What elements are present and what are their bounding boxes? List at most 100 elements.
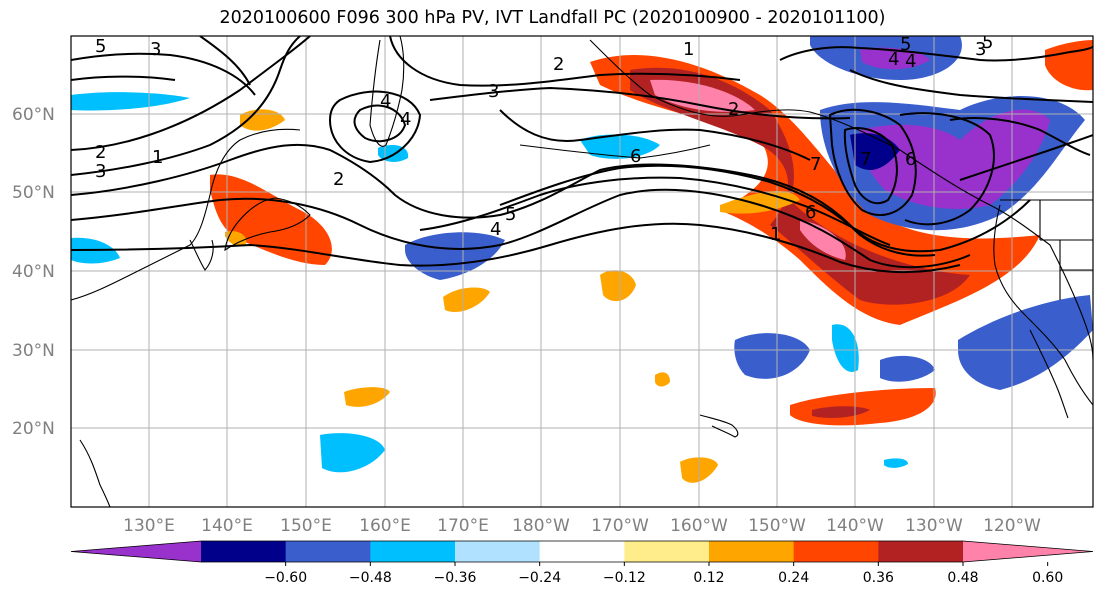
contour-label: 6 (805, 202, 816, 223)
lat-axis: 60°N 50°N 40°N 30°N 20°N (12, 105, 55, 439)
lon-tick: 170°W (591, 516, 649, 536)
contour-label: 4 (380, 91, 391, 112)
contour-label: 1 (152, 147, 163, 168)
contour-label: 2 (333, 169, 344, 190)
shading-cyan-east-central (832, 324, 859, 372)
lat-tick: 60°N (12, 105, 55, 125)
contour-1 (71, 36, 311, 151)
colorbar-tick-label: −0.24 (518, 570, 561, 586)
colorbar-swatch (455, 541, 541, 562)
shading-orange-hawaii-n (655, 372, 670, 387)
colorbar-tick-label: −0.60 (264, 570, 307, 586)
colorbar-outline (70, 540, 1094, 563)
lat-tick: 20°N (12, 419, 55, 439)
shading-positive-ne-corner (1045, 40, 1093, 91)
lon-tick: 130°W (905, 516, 963, 536)
shading-darkblue-bc (850, 133, 900, 170)
colorbar-tick-label: 0.24 (778, 570, 809, 586)
contour-label: 5 (900, 34, 911, 55)
coast-aleutians (519, 144, 711, 159)
lat-tick: 30°N (12, 341, 55, 361)
contour-label: 2 (553, 54, 564, 75)
shading-orange-midpac-3 (344, 387, 390, 407)
colorbar-tick-label: 0.48 (947, 570, 978, 586)
contour-3 (71, 143, 1031, 253)
colorbar-swatch (539, 541, 625, 562)
coast-us-west (993, 204, 1093, 406)
contour-label: 4 (490, 219, 501, 240)
colorbar-tick-label: −0.36 (434, 570, 477, 586)
contour-20 (71, 52, 256, 96)
shading-negative-dateline (405, 232, 505, 280)
coast-hawaii (699, 414, 739, 438)
shading-positive-japan (210, 174, 332, 265)
plot-title: 2020100600 F096 300 hPa PV, IVT Landfall… (219, 8, 886, 28)
contour-11 (429, 86, 851, 120)
contour-label: 3 (95, 161, 106, 182)
contour-18 (949, 117, 1091, 156)
contour-label: 1 (683, 39, 694, 60)
colorbar-extend-low (71, 541, 201, 562)
coast-korea (189, 239, 214, 271)
border-states (1039, 200, 1093, 300)
contour-10 (389, 36, 741, 87)
lon-tick: 120°W (983, 516, 1041, 536)
lon-tick: 180°W (512, 516, 570, 536)
coast-taiwan-ph (79, 439, 111, 507)
contour-label: 3 (975, 39, 986, 60)
lon-tick: 150°E (280, 516, 332, 536)
colorbar: −0.60 −0.48 −0.36 −0.24 −0.12 0.12 0.24 0.36 0.4… (70, 540, 1094, 586)
contour-9 (328, 90, 422, 164)
colorbar-tick-label: −0.12 (603, 570, 646, 586)
contour-19 (959, 134, 1093, 181)
contour-2 (71, 36, 301, 176)
colorbar-swatch (285, 541, 371, 562)
contour-label: 6 (630, 146, 641, 167)
colorbar-tick-label: 0.12 (693, 570, 724, 586)
contour-label: 4 (905, 51, 916, 72)
contour-label: 7 (860, 149, 871, 170)
contour-6 (499, 164, 936, 257)
contour-labels: 5 3 2 1 3 2 4 4 2 3 1 2 3 6 5 4 6 7 5 4 … (95, 32, 993, 245)
contour-label: 1 (770, 224, 781, 245)
lon-tick: 130°E (123, 516, 175, 536)
lon-tick: 160°E (359, 516, 411, 536)
contour-label: 2 (95, 142, 106, 163)
coastlines (71, 36, 1093, 507)
shading-purple-bc (860, 109, 1050, 210)
lon-tick: 140°W (826, 516, 884, 536)
contour-label: 5 (95, 36, 106, 57)
contour-5 (71, 222, 961, 274)
contour-label: 3 (488, 81, 499, 102)
contour-14 (849, 69, 1093, 103)
lon-tick: 160°W (670, 516, 728, 536)
colorbar-extend-high (963, 541, 1093, 562)
contour-label: 5 (505, 204, 516, 225)
pv-shading (71, 36, 1093, 483)
map-frame (70, 35, 1094, 508)
colorbar-swatch (201, 541, 287, 562)
shading-pink-alaska (650, 79, 755, 112)
contour-label: 5 (982, 32, 993, 53)
shading-negative-east-central (734, 333, 810, 379)
colorbar-tick-label: −0.48 (349, 570, 392, 586)
lon-tick: 140°E (201, 516, 253, 536)
colorbar-swatch (709, 541, 795, 562)
coast-kamchatka (369, 36, 405, 147)
contour-16 (843, 127, 898, 205)
contour-label: 3 (150, 39, 161, 60)
shading-pink-offshore (800, 220, 846, 260)
contour-21 (71, 75, 176, 81)
shading-negative-baja (958, 295, 1093, 390)
contour-label: 7 (810, 154, 821, 175)
contour-15 (828, 108, 917, 216)
colorbar-swatch (370, 541, 456, 562)
shading-orange-midpac-2 (600, 270, 636, 302)
contour-12 (499, 109, 811, 161)
coast-alaska (589, 39, 1093, 361)
shading-cyan-west (71, 92, 190, 111)
colorbar-tick-label: 0.60 (1032, 570, 1063, 586)
lat-tick: 50°N (12, 183, 55, 203)
lon-tick: 170°E (437, 516, 489, 536)
